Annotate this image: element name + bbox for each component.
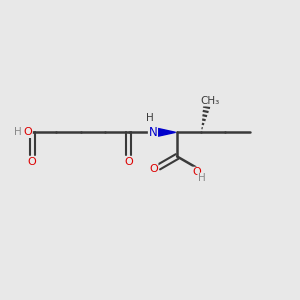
Text: H: H xyxy=(146,113,154,123)
Text: O: O xyxy=(124,157,133,167)
Text: O: O xyxy=(23,127,32,137)
Text: ·: · xyxy=(22,126,26,139)
Text: CH₃: CH₃ xyxy=(200,96,220,106)
Text: O: O xyxy=(193,167,201,177)
Polygon shape xyxy=(158,128,175,136)
Text: O: O xyxy=(28,157,37,167)
Text: O: O xyxy=(149,164,158,173)
Text: H: H xyxy=(14,127,21,137)
Text: H: H xyxy=(198,173,206,183)
Text: N: N xyxy=(148,126,157,139)
